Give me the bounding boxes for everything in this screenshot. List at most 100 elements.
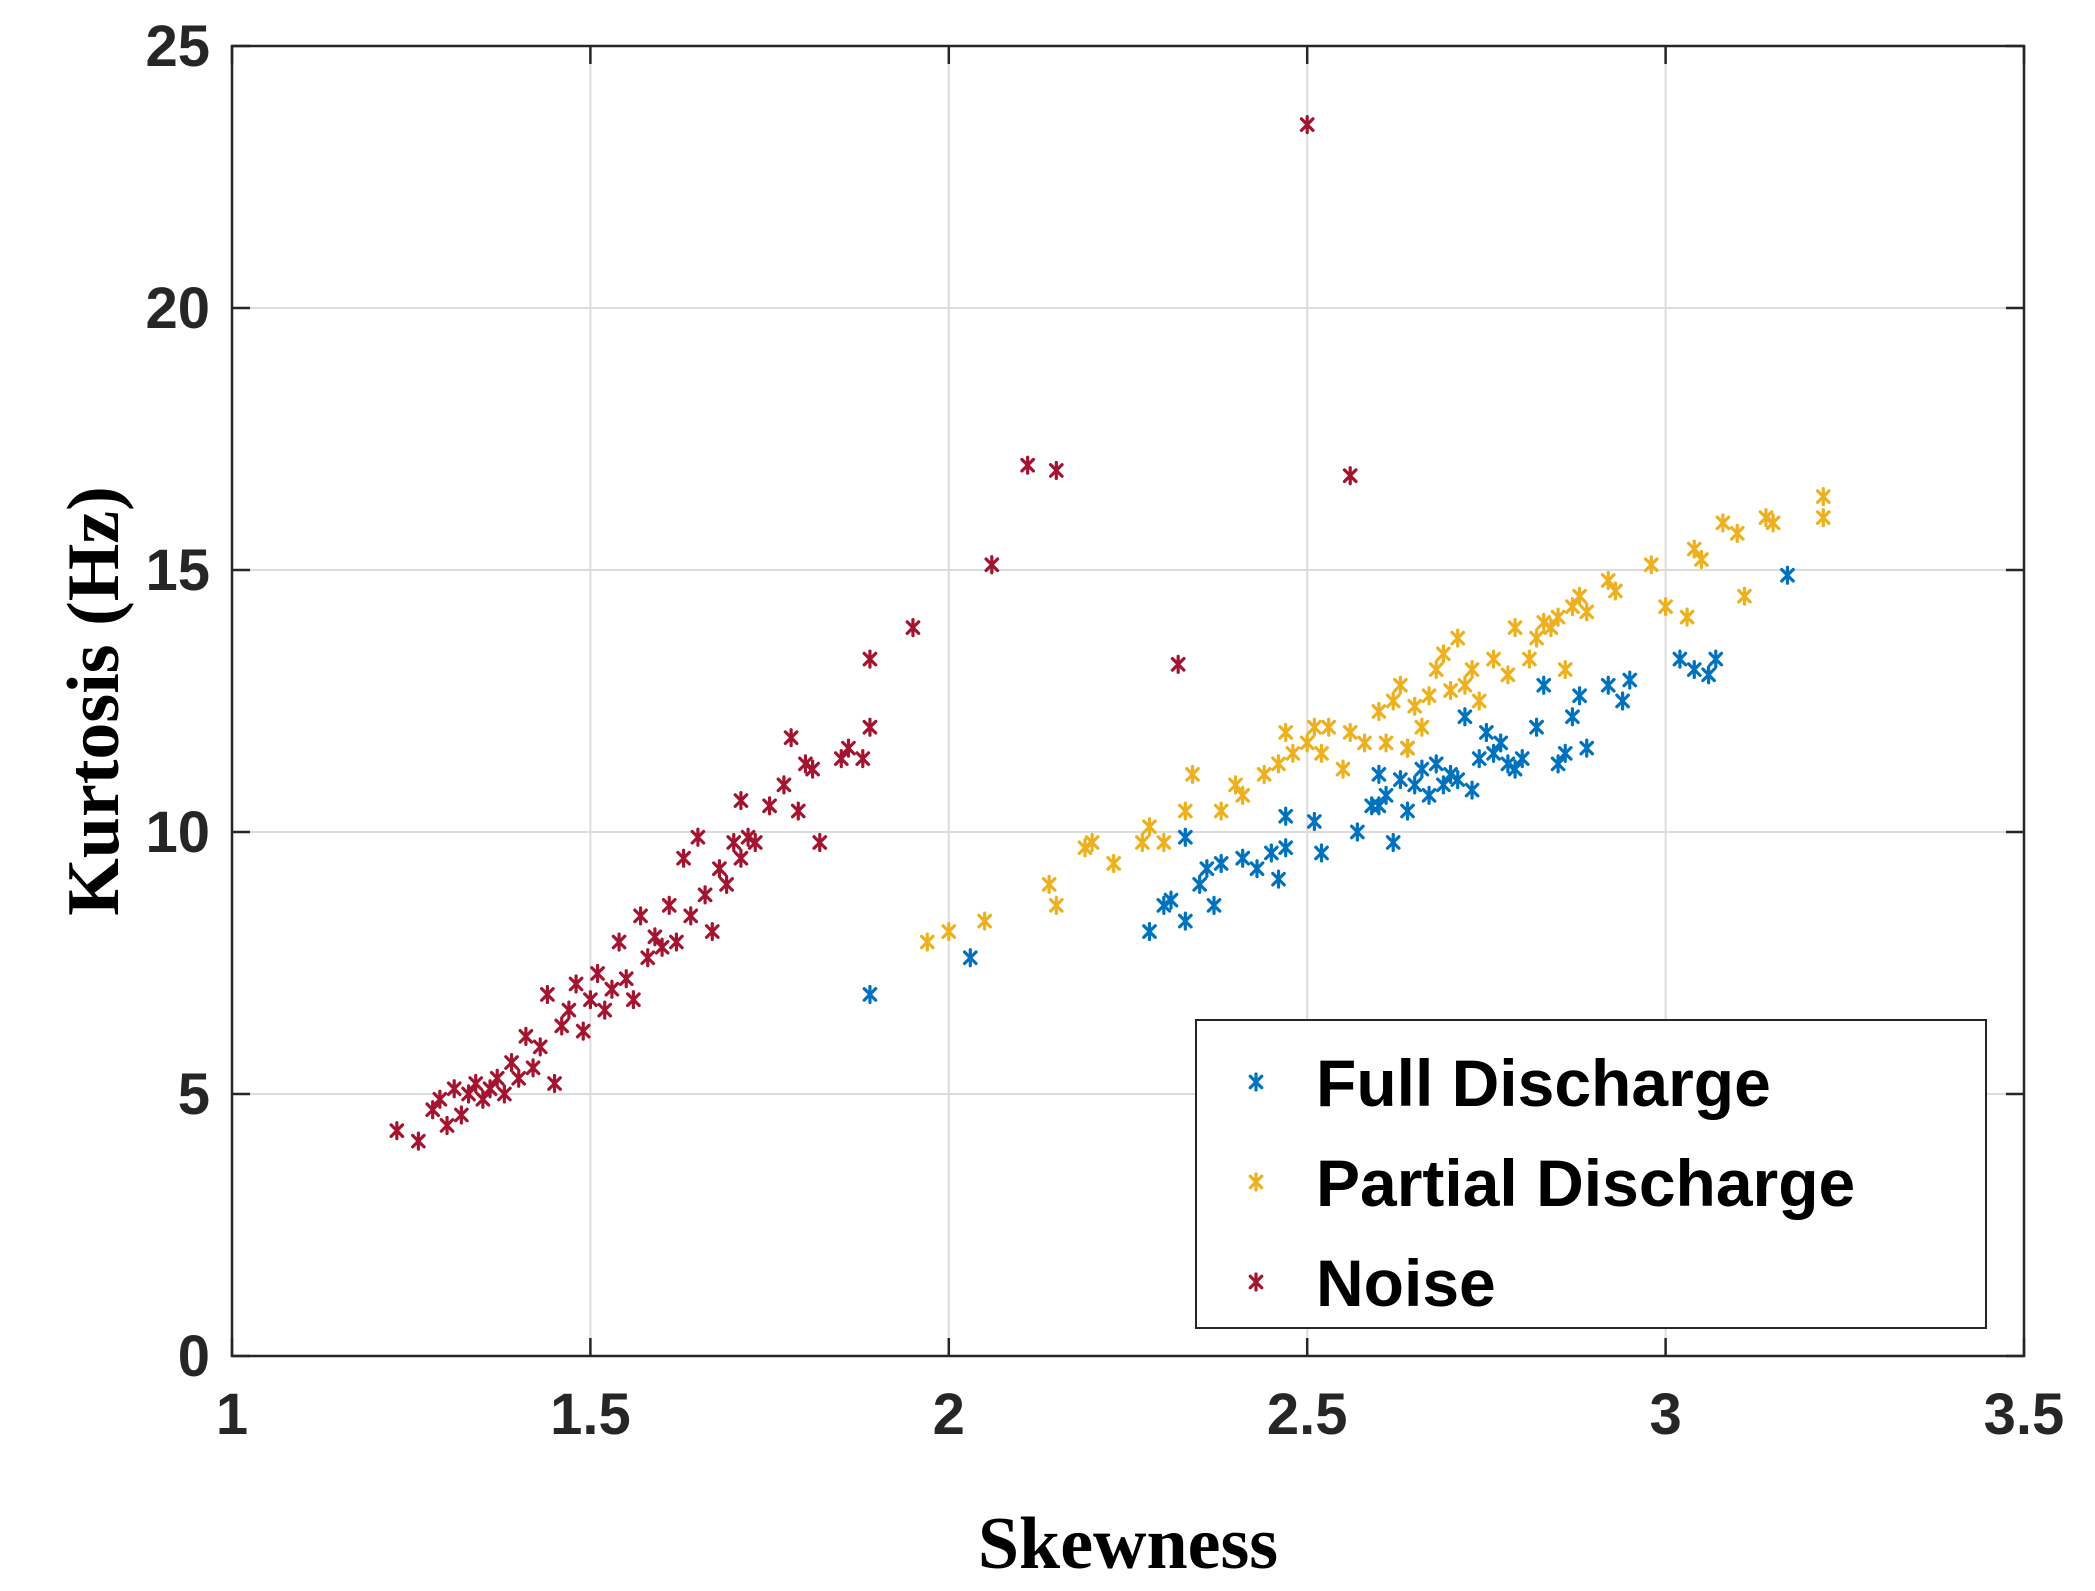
- data-point: [547, 1073, 562, 1094]
- data-point: [1199, 859, 1215, 879]
- series-0: [862, 565, 1795, 1005]
- data-point: [1529, 628, 1544, 648]
- data-point: [1471, 749, 1487, 769]
- data-point: [661, 895, 677, 915]
- data-point: [540, 984, 555, 1005]
- data-point: [1407, 775, 1423, 795]
- data-point: [1471, 691, 1487, 711]
- data-point: [1443, 680, 1458, 701]
- data-point: [1765, 513, 1781, 533]
- data-point: [518, 1026, 534, 1046]
- data-point: [504, 1052, 519, 1073]
- data-point: [1134, 832, 1150, 853]
- data-point: [568, 974, 584, 994]
- series-2: [389, 114, 1358, 1151]
- data-point: [633, 906, 648, 926]
- plot-area: [230, 44, 2026, 1358]
- data-point: [1271, 869, 1286, 889]
- data-point: [1414, 759, 1430, 779]
- data-point: [1457, 707, 1473, 727]
- data-point: [1436, 644, 1451, 664]
- data-point: [1299, 733, 1315, 753]
- data-point: [1163, 890, 1179, 910]
- data-point: [704, 921, 720, 942]
- y-tick-label: 5: [178, 1062, 210, 1127]
- legend-label: Partial Discharge: [1316, 1146, 1855, 1220]
- data-point: [1342, 722, 1358, 743]
- data-point: [468, 1073, 484, 1094]
- data-point: [905, 618, 921, 638]
- data-point: [439, 1115, 455, 1136]
- data-point: [1041, 874, 1057, 895]
- legend-marker: [1248, 1172, 1264, 1192]
- x-tick-label: 2: [933, 1382, 965, 1447]
- data-point: [1185, 764, 1200, 784]
- data-point: [1694, 549, 1709, 570]
- data-point: [1421, 686, 1437, 706]
- data-point: [1357, 733, 1372, 753]
- data-point: [1314, 843, 1329, 863]
- data-point: [1335, 759, 1351, 779]
- y-tick-label: 20: [145, 276, 210, 341]
- data-point: [1428, 754, 1444, 774]
- data-point: [532, 1037, 548, 1057]
- data-point: [676, 848, 691, 868]
- data-point: [1285, 743, 1301, 764]
- data-point: [733, 790, 749, 811]
- data-point: [841, 738, 856, 758]
- legend-box: [1195, 1019, 1987, 1329]
- data-point: [919, 932, 935, 952]
- data-point: [1385, 691, 1401, 711]
- data-point: [432, 1089, 448, 1109]
- tick-labels: 1 1.5 2 2.5 3 3.5 0 5 10 15 20 25: [145, 14, 2064, 1447]
- data-point: [1393, 769, 1408, 790]
- y-tick-label: 10: [145, 800, 210, 865]
- data-point: [747, 832, 763, 853]
- grid: [232, 46, 2024, 1356]
- data-point: [561, 1000, 577, 1020]
- data-point: [1815, 508, 1831, 528]
- legend-label: Full Discharge: [1316, 1046, 1771, 1120]
- data-point: [1177, 911, 1193, 931]
- data-point: [1479, 722, 1494, 743]
- data-points: [389, 114, 1831, 1151]
- data-point: [1350, 822, 1365, 842]
- data-point: [1780, 565, 1795, 585]
- data-point: [1256, 764, 1272, 784]
- data-point: [1235, 785, 1251, 805]
- data-point: [604, 979, 620, 999]
- data-point: [1658, 597, 1673, 617]
- data-point: [1048, 460, 1064, 481]
- data-point: [1643, 555, 1659, 575]
- data-point: [597, 1000, 613, 1020]
- data-point: [1177, 827, 1193, 847]
- data-point: [1400, 801, 1415, 821]
- data-point: [1142, 817, 1157, 837]
- legend: Full Discharge Partial Discharge Noise: [1195, 1019, 1987, 1329]
- data-point: [1421, 785, 1437, 805]
- data-point: [1815, 487, 1831, 507]
- data-point: [1278, 806, 1294, 826]
- legend-label: Noise: [1316, 1246, 1496, 1320]
- data-point: [626, 990, 641, 1010]
- data-point: [1048, 895, 1064, 915]
- data-point: [575, 1021, 591, 1041]
- data-point: [669, 932, 684, 952]
- data-point: [1213, 801, 1229, 821]
- x-tick-label: 1.5: [550, 1382, 631, 1447]
- data-point: [1271, 754, 1286, 774]
- data-point: [941, 921, 957, 942]
- data-point: [783, 728, 799, 748]
- data-point: [1608, 581, 1623, 601]
- data-point: [1278, 722, 1294, 743]
- data-point: [1314, 743, 1329, 764]
- data-point: [719, 874, 734, 895]
- data-point: [1572, 686, 1587, 706]
- data-point: [790, 801, 806, 821]
- data-point: [776, 775, 792, 795]
- data-point: [1307, 811, 1322, 832]
- data-point: [1020, 455, 1036, 475]
- data-point: [1701, 665, 1716, 685]
- x-tick-label: 2.5: [1267, 1382, 1348, 1447]
